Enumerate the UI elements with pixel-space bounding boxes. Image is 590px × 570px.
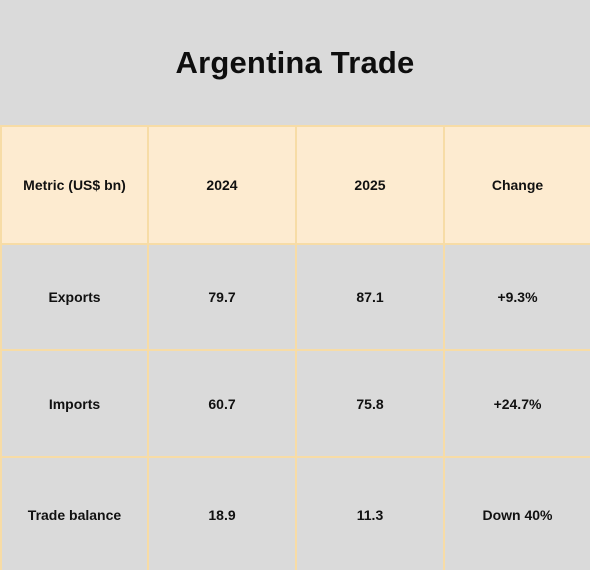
cell-metric: Exports: [0, 243, 149, 351]
cell-2025: 11.3: [295, 456, 445, 570]
cell-2024: 60.7: [147, 349, 297, 458]
header-metric: Metric (US$ bn): [0, 125, 149, 245]
cell-2025: 75.8: [295, 349, 445, 458]
header-change: Change: [443, 125, 590, 245]
cell-change: +9.3%: [443, 243, 590, 351]
table-row-exports: Exports 79.7 87.1 +9.3%: [0, 243, 590, 351]
header-2024: 2024: [147, 125, 297, 245]
chart-title: Argentina Trade: [175, 45, 415, 80]
header-row: Metric (US$ bn) 2024 2025 Change: [0, 125, 590, 245]
cell-metric: Trade balance: [0, 456, 149, 570]
header-2025: 2025: [295, 125, 445, 245]
cell-change: Down 40%: [443, 456, 590, 570]
table-row-imports: Imports 60.7 75.8 +24.7%: [0, 349, 590, 458]
cell-2025: 87.1: [295, 243, 445, 351]
trade-table: Metric (US$ bn) 2024 2025 Change Exports…: [0, 125, 590, 570]
table-row-trade-balance: Trade balance 18.9 11.3 Down 40%: [0, 456, 590, 570]
cell-2024: 79.7: [147, 243, 297, 351]
cell-change: +24.7%: [443, 349, 590, 458]
cell-metric: Imports: [0, 349, 149, 458]
cell-2024: 18.9: [147, 456, 297, 570]
